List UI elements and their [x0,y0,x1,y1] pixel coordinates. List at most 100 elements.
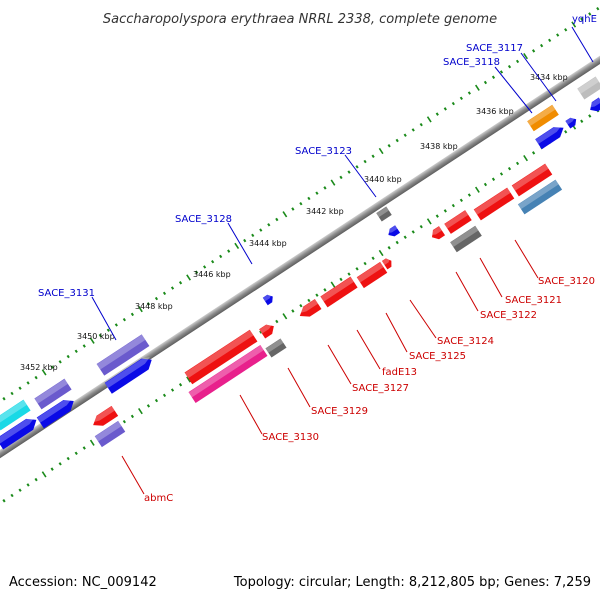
minor-tick [363,261,367,266]
gene-small-blue[interactable] [565,115,578,129]
gene-label-sace-3123[interactable]: SACE_3123 [295,146,352,157]
gene-sace-3123[interactable] [376,206,392,222]
gene-label-sace-3120[interactable]: SACE_3120 [538,276,595,287]
minor-tick [443,107,447,111]
gene-sace-3120[interactable] [511,163,553,197]
gene-sace-3131b[interactable] [104,354,156,394]
kbp-label: 3446 kbp [193,270,231,279]
minor-tick [507,166,512,171]
minor-tick [82,344,86,348]
gene-sace-3121[interactable] [473,187,515,221]
minor-tick [74,451,78,456]
major-tick [89,439,95,446]
minor-tick [531,49,536,53]
gene-label-sace-3121[interactable]: SACE_3121 [505,295,562,306]
gene-sace-3118b[interactable] [535,123,567,150]
gene-label-sace-3131[interactable]: SACE_3131 [38,288,95,299]
gene-label-sace-3128[interactable]: SACE_3128 [175,214,232,225]
minor-tick [291,309,295,313]
minor-tick [154,398,159,403]
gene-sace-3120b[interactable] [517,179,563,215]
outer-gene-labels: yqhE SACE_3117 SACE_3118 SACE_3123 SACE_… [38,14,597,299]
gene-sace-3122[interactable] [444,210,472,234]
major-tick [186,376,191,383]
leader-line [455,271,479,312]
gene-label-abmc[interactable]: abmC [144,493,173,504]
major-tick [89,337,95,344]
gene-label-sace-3130[interactable]: SACE_3130 [262,432,319,443]
minor-tick [371,256,375,261]
gene-fade13[interactable] [320,276,358,308]
minor-tick [339,175,343,180]
gene-sace-3131[interactable] [96,334,150,376]
gene-outer-blue-edge[interactable] [0,414,40,450]
major-tick [330,179,336,186]
gene-label-fade13[interactable]: fadE13 [382,367,417,378]
minor-tick [540,43,544,48]
minor-tick [499,70,504,74]
gene-sace-3128-red[interactable] [259,322,277,339]
gene-sace-3128[interactable] [262,293,275,306]
major-tick [41,369,47,376]
minor-tick [18,386,22,390]
gene-outer-blue-left[interactable] [36,396,78,429]
kbp-label: 3440 kbp [364,175,402,184]
gene-cyan[interactable] [0,399,31,431]
minor-tick [307,298,311,303]
leader-line [239,394,263,435]
minor-tick [515,161,520,166]
gene-sace-3122b[interactable] [429,226,446,242]
minor-tick [347,272,351,276]
major-tick [234,242,240,249]
gene-sace-3127[interactable] [297,298,322,321]
gene-label-sace-3117[interactable]: SACE_3117 [466,43,523,54]
leader-line [356,329,381,370]
minor-tick [243,238,247,243]
minor-tick [74,349,78,354]
gene-abmc-b[interactable] [94,420,126,448]
leader-line [287,367,311,408]
gene-sace-3130[interactable] [188,344,268,404]
gene-sace-3123b[interactable] [386,225,401,239]
major-tick [474,84,480,91]
gene-outer-slate-left[interactable] [34,378,72,410]
gene-sace-3118[interactable] [527,104,559,132]
gene-yqhE[interactable] [577,76,600,100]
major-tick [426,116,432,123]
minor-tick [588,114,592,118]
minor-tick [170,286,175,290]
minor-tick [122,419,126,424]
major-tick [523,155,528,162]
minor-tick [203,265,207,269]
gene-sace-3125[interactable] [356,261,388,289]
gene-label-sace-3125[interactable]: SACE_3125 [409,351,466,362]
gene-abmc[interactable] [90,405,119,430]
minor-tick [146,302,151,306]
minor-tick [10,391,14,396]
gene-label-sace-3129[interactable]: SACE_3129 [311,406,368,417]
gene-label-yqhE[interactable]: yqhE [572,14,597,25]
gene-sace-3121b[interactable] [450,225,482,253]
minor-tick [483,80,488,85]
minor-tick [130,414,135,419]
minor-tick [10,493,14,498]
minor-tick [507,64,512,69]
gene-label-sace-3127[interactable]: SACE_3127 [352,383,409,394]
gene-sace-3124[interactable] [381,257,394,270]
minor-tick [315,293,319,297]
minor-tick [339,277,343,282]
accession-text: Accession: NC_009142 [9,575,157,590]
major-tick [378,147,384,155]
minor-tick [130,312,135,317]
minor-tick [491,177,496,181]
gene-sace-3117-arrow[interactable] [587,97,600,115]
map-title: Saccharopolyspora erythraea NRRL 2338, c… [103,12,497,27]
gene-sace-3129b[interactable] [184,329,258,385]
minor-tick [467,91,472,95]
gene-sace-3129[interactable] [265,338,287,358]
minor-tick [315,191,319,195]
gene-label-sace-3124[interactable]: SACE_3124 [437,336,494,347]
gene-label-sace-3122[interactable]: SACE_3122 [480,310,537,321]
gene-label-sace-3118[interactable]: SACE_3118 [443,57,500,68]
